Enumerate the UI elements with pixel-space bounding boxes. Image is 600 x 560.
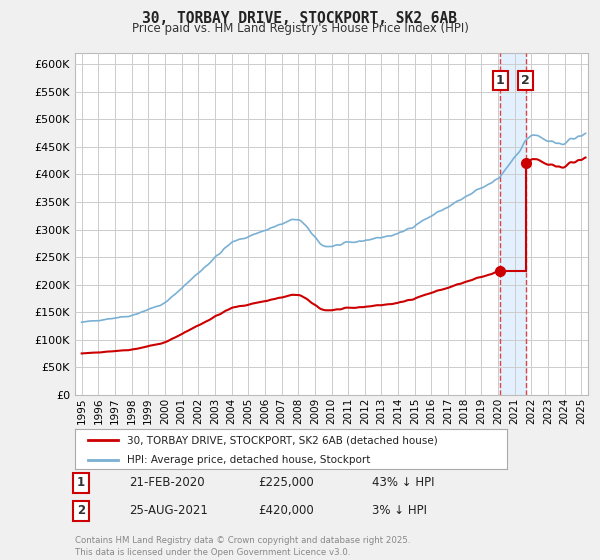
Text: 43% ↓ HPI: 43% ↓ HPI [372, 476, 434, 489]
Text: Contains HM Land Registry data © Crown copyright and database right 2025.
This d: Contains HM Land Registry data © Crown c… [75, 536, 410, 557]
Text: 30, TORBAY DRIVE, STOCKPORT, SK2 6AB (detached house): 30, TORBAY DRIVE, STOCKPORT, SK2 6AB (de… [127, 435, 437, 445]
Text: £225,000: £225,000 [258, 476, 314, 489]
Text: Price paid vs. HM Land Registry's House Price Index (HPI): Price paid vs. HM Land Registry's House … [131, 22, 469, 35]
Text: 25-AUG-2021: 25-AUG-2021 [129, 504, 208, 517]
Text: £420,000: £420,000 [258, 504, 314, 517]
Text: 30, TORBAY DRIVE, STOCKPORT, SK2 6AB: 30, TORBAY DRIVE, STOCKPORT, SK2 6AB [143, 11, 458, 26]
Text: 1: 1 [496, 74, 505, 87]
Text: 21-FEB-2020: 21-FEB-2020 [129, 476, 205, 489]
Text: 1: 1 [77, 476, 85, 489]
Text: 3% ↓ HPI: 3% ↓ HPI [372, 504, 427, 517]
Bar [500, 53, 526, 395]
Text: 2: 2 [521, 74, 530, 87]
Text: 2: 2 [77, 504, 85, 517]
Text: HPI: Average price, detached house, Stockport: HPI: Average price, detached house, Stoc… [127, 455, 370, 465]
